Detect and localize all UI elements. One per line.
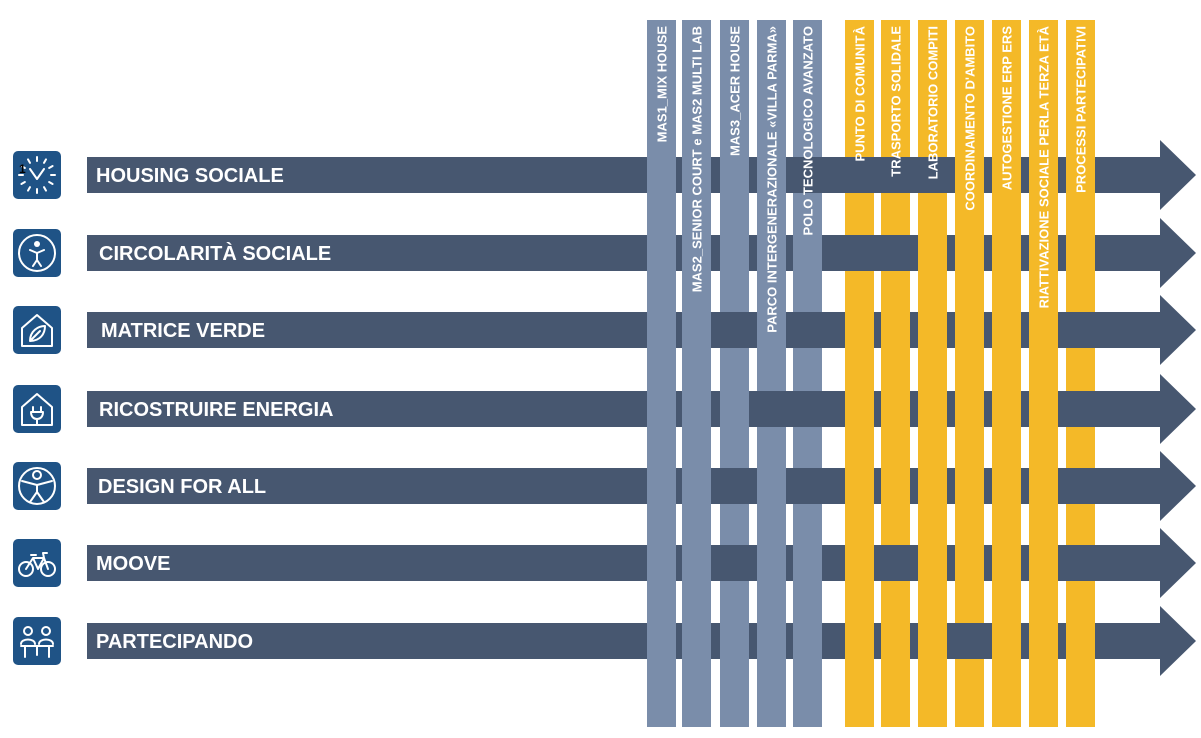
- row-label: DESIGN FOR ALL: [98, 476, 266, 498]
- action-column: [955, 20, 984, 727]
- row-band-overlay: [954, 623, 985, 659]
- svg-text:1: 1: [19, 162, 26, 176]
- row-label: MATRICE VERDE: [101, 320, 265, 342]
- icons-layer: 1: [13, 151, 61, 665]
- row-band-overlay: [719, 468, 750, 504]
- row-band-overlay: [1065, 312, 1096, 348]
- bicycle-icon: [13, 539, 61, 587]
- row-band-overlay: [880, 157, 911, 193]
- action-column: [1066, 20, 1095, 727]
- action-column: [881, 20, 910, 727]
- action-column: [1029, 20, 1058, 727]
- labels-layer: MAS1_MIX HOUSE MAS2_SENIOR COURT e MAS2 M…: [96, 25, 1089, 653]
- row-band-overlay: [719, 545, 750, 581]
- house-plug-icon: [13, 385, 61, 433]
- row-band-overlay: [844, 235, 875, 271]
- action-column-label: LABORATORIO COMPITI: [926, 26, 941, 179]
- project-column: [793, 20, 822, 727]
- action-column: [845, 20, 874, 727]
- project-column-label: MAS3_ACER HOUSE: [728, 26, 743, 156]
- meeting-table-icon: [13, 617, 61, 665]
- row-band-overlay: [880, 545, 911, 581]
- action-column-label: RIATTIVAZIONE SOCIALE PERLA TERZA ETÀ: [1037, 25, 1052, 308]
- row-band-overlay: [1065, 468, 1096, 504]
- row-label: PARTECIPANDO: [96, 631, 253, 653]
- row-band-overlay: [792, 391, 823, 427]
- project-column: [647, 20, 676, 727]
- action-column-label: PUNTO DI COMUNITÀ: [853, 25, 868, 161]
- accessibility-person-icon: [13, 462, 61, 510]
- columns-layer: [647, 20, 1095, 727]
- row-band-overlay: [880, 235, 911, 271]
- row-label: MOOVE: [96, 553, 170, 575]
- circular-person-icon: [13, 229, 61, 277]
- row-band-overlay: [719, 312, 750, 348]
- project-column: [682, 20, 711, 727]
- row-band-overlay: [792, 157, 823, 193]
- project-column: [757, 20, 786, 727]
- row-label: CIRCOLARITÀ SOCIALE: [99, 242, 331, 265]
- row-band-overlay: [792, 468, 823, 504]
- project-column-label: PARCO INTERGENERAZIONALE «VILLA PARMA»: [765, 26, 780, 333]
- action-column-label: PROCESSI PARTECIPATIVI: [1074, 26, 1089, 193]
- project-column-label: MAS1_MIX HOUSE: [655, 26, 670, 143]
- row-band-overlay: [792, 312, 823, 348]
- project-column-label: MAS2_SENIOR COURT e MAS2 MULTI LAB: [690, 26, 705, 292]
- action-column: [918, 20, 947, 727]
- project-column: [720, 20, 749, 727]
- row-band-overlay: [1065, 545, 1096, 581]
- row-band-overlay: [917, 157, 948, 193]
- row-bands-over-layer: [719, 157, 1096, 659]
- action-column-label: AUTOGESTIONE ERP ERS: [1000, 26, 1015, 191]
- clock-star-icon: 1: [13, 151, 61, 199]
- row-band-overlay: [844, 157, 875, 193]
- row-label: HOUSING SOCIALE: [96, 165, 284, 187]
- row-label: RICOSTRUIRE ENERGIA: [99, 399, 333, 421]
- action-column-label: COORDINAMENTO D'AMBITO: [963, 26, 978, 211]
- row-band-overlay: [756, 391, 787, 427]
- project-column-label: POLO TECNOLOGICO AVANZATO: [801, 26, 816, 235]
- row-band-overlay: [1065, 391, 1096, 427]
- action-column: [992, 20, 1021, 727]
- action-column-label: TRASPORTO SOLIDALE: [889, 26, 904, 177]
- house-leaf-icon: [13, 306, 61, 354]
